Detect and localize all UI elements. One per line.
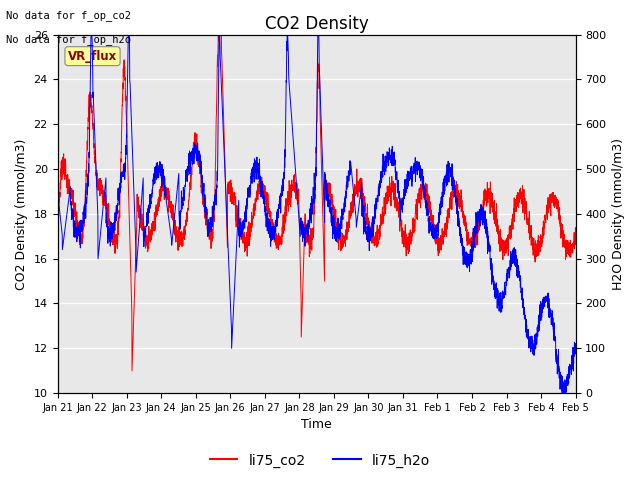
- li75_h2o: [54, 189, 61, 194]
- Text: VR_flux: VR_flux: [68, 49, 117, 63]
- li75_co2: [572, 232, 579, 238]
- li75_h2o: [160, 182, 168, 188]
- li75_h2o: [383, 164, 390, 169]
- li75_co2: [128, 368, 136, 373]
- Title: CO2 Density: CO2 Density: [265, 15, 369, 33]
- li75_co2: [383, 192, 391, 198]
- li75_h2o: [572, 348, 579, 354]
- Y-axis label: H2O Density (mmol/m3): H2O Density (mmol/m3): [612, 138, 625, 290]
- li75_co2: [566, 248, 574, 254]
- Line: li75_co2: li75_co2: [58, 35, 575, 371]
- li75_co2: [160, 180, 168, 186]
- X-axis label: Time: Time: [301, 419, 332, 432]
- Legend: li75_co2, li75_h2o: li75_co2, li75_h2o: [204, 448, 436, 473]
- li75_co2: [214, 32, 222, 37]
- li75_h2o: [461, 255, 469, 261]
- li75_h2o: [88, 32, 95, 37]
- li75_co2: [493, 228, 500, 234]
- li75_h2o: [566, 366, 574, 372]
- li75_h2o: [493, 289, 500, 295]
- li75_co2: [54, 205, 61, 211]
- li75_co2: [429, 224, 436, 230]
- li75_co2: [462, 216, 470, 222]
- Line: li75_h2o: li75_h2o: [58, 35, 575, 393]
- li75_h2o: [558, 390, 566, 396]
- Text: No data for f_op_co2: No data for f_op_co2: [6, 10, 131, 21]
- Y-axis label: CO2 Density (mmol/m3): CO2 Density (mmol/m3): [15, 138, 28, 289]
- Text: No data for f_op_h2o: No data for f_op_h2o: [6, 34, 131, 45]
- li75_h2o: [429, 235, 436, 240]
